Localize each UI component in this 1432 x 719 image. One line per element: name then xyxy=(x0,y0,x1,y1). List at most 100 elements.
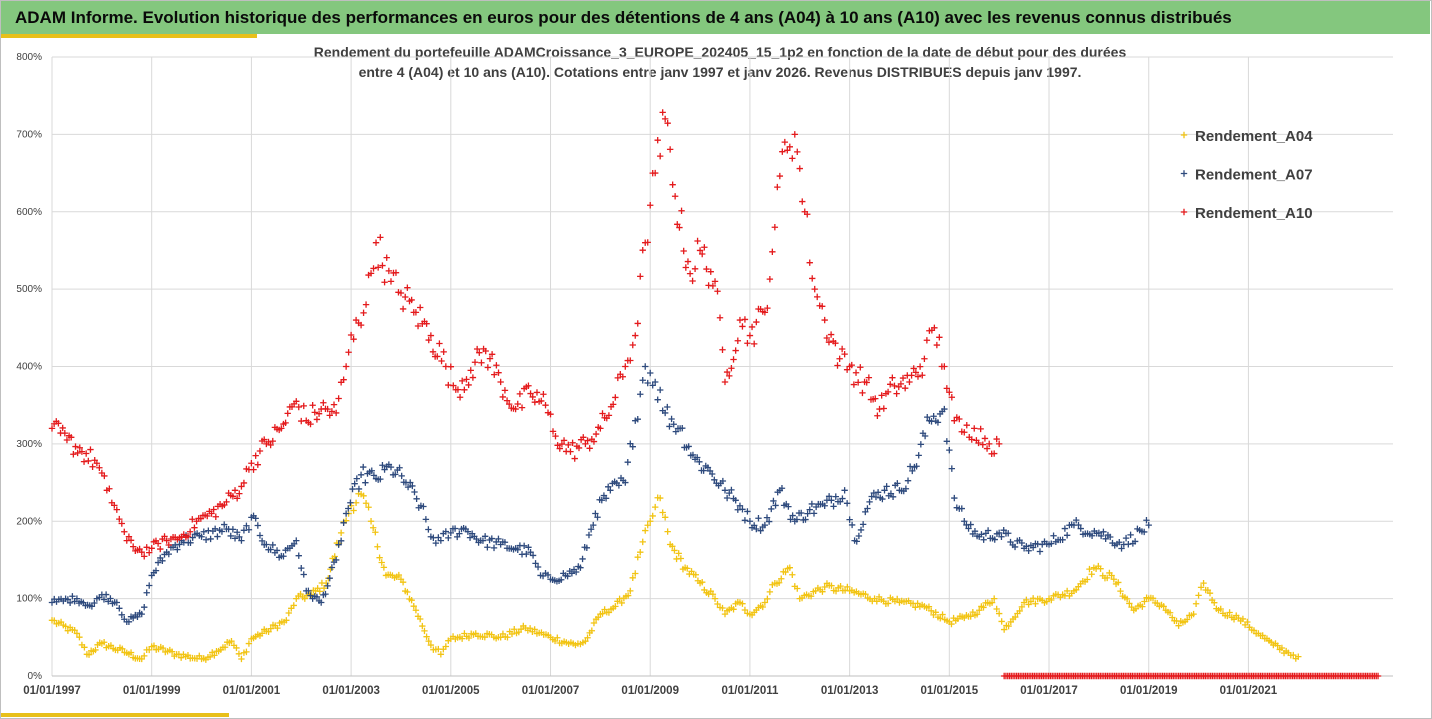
data-point xyxy=(554,634,561,641)
data-point xyxy=(71,627,78,634)
data-point xyxy=(261,541,268,548)
data-point xyxy=(632,332,639,339)
data-point xyxy=(1032,600,1039,607)
data-point xyxy=(866,498,873,506)
data-point xyxy=(538,397,545,405)
data-point xyxy=(639,377,646,384)
data-point xyxy=(579,555,586,563)
data-point xyxy=(1061,525,1069,532)
legend: Rendement_A04 Rendement_A07 Rendement_A10 xyxy=(1180,128,1313,222)
data-point xyxy=(328,408,336,415)
data-point xyxy=(951,494,958,502)
data-point xyxy=(741,517,749,524)
data-point xyxy=(575,563,582,570)
data-point xyxy=(525,544,532,551)
x-tick-label: 01/01/2005 xyxy=(422,685,480,697)
data-point xyxy=(367,518,375,525)
legend-label: Rendement_A07 xyxy=(1195,167,1313,184)
data-point xyxy=(821,583,828,591)
data-point xyxy=(423,633,430,640)
data-point xyxy=(804,510,811,517)
data-point xyxy=(111,599,118,606)
data-point xyxy=(846,516,853,523)
data-point xyxy=(111,502,118,509)
data-point xyxy=(983,445,991,452)
data-point xyxy=(836,355,843,362)
data-point xyxy=(686,270,694,277)
data-point xyxy=(917,441,925,448)
data-point xyxy=(744,610,751,617)
data-point xyxy=(609,401,617,408)
legend-marker xyxy=(1180,131,1188,139)
data-point xyxy=(808,500,816,508)
data-point xyxy=(460,524,467,532)
data-point xyxy=(714,288,721,295)
data-point xyxy=(575,444,583,452)
x-tick-label: 01/01/2021 xyxy=(1220,685,1278,697)
x-tick-label: 01/01/1999 xyxy=(123,685,181,697)
data-point xyxy=(372,529,379,536)
data-point xyxy=(785,503,792,510)
data-point xyxy=(221,644,229,651)
data-point xyxy=(374,543,381,550)
data-point xyxy=(62,623,69,630)
data-point xyxy=(347,331,355,339)
data-point xyxy=(859,389,866,397)
data-point xyxy=(248,460,255,467)
data-point xyxy=(280,618,288,626)
data-point xyxy=(874,489,882,496)
data-point xyxy=(981,435,989,442)
data-point xyxy=(51,617,58,624)
data-point xyxy=(778,485,786,492)
data-point xyxy=(464,528,472,535)
data-point xyxy=(106,485,113,492)
data-point xyxy=(315,410,323,417)
data-point xyxy=(357,471,365,479)
data-point xyxy=(1084,576,1091,583)
data-point xyxy=(1048,540,1055,547)
data-point xyxy=(939,611,946,618)
data-point xyxy=(730,356,737,363)
data-point xyxy=(862,591,869,598)
data-point xyxy=(937,615,944,622)
data-point xyxy=(932,609,939,616)
data-point xyxy=(943,438,951,445)
data-point xyxy=(973,611,981,618)
data-point xyxy=(809,275,816,282)
data-point xyxy=(889,493,897,501)
data-point xyxy=(245,526,253,533)
data-point xyxy=(899,374,907,382)
data-point xyxy=(422,516,430,523)
x-tick-label: 01/01/2013 xyxy=(821,685,879,697)
data-point xyxy=(465,381,472,389)
data-point xyxy=(1195,592,1202,599)
data-point xyxy=(340,376,347,383)
data-point xyxy=(465,634,473,642)
data-point xyxy=(70,451,77,458)
data-point xyxy=(598,496,605,504)
data-point xyxy=(908,372,915,379)
data-point xyxy=(874,412,881,419)
data-point xyxy=(814,293,821,301)
data-point xyxy=(832,587,840,595)
data-point xyxy=(1239,615,1247,623)
data-point xyxy=(730,606,737,613)
data-point xyxy=(245,640,253,647)
data-point xyxy=(387,278,395,285)
data-point xyxy=(1244,618,1251,626)
series-rendement-a10-z-ro- xyxy=(1000,672,1382,680)
data-point xyxy=(1200,579,1207,587)
data-point xyxy=(709,282,717,290)
data-point xyxy=(569,439,576,446)
x-tick-label: 01/01/2003 xyxy=(322,685,380,697)
data-point xyxy=(692,571,699,578)
data-point xyxy=(906,463,914,470)
data-point xyxy=(719,604,726,612)
data-point xyxy=(352,499,360,506)
data-point xyxy=(1063,587,1071,595)
data-point xyxy=(118,520,125,527)
data-point xyxy=(915,452,922,459)
data-point xyxy=(627,357,634,364)
data-point xyxy=(819,303,826,310)
